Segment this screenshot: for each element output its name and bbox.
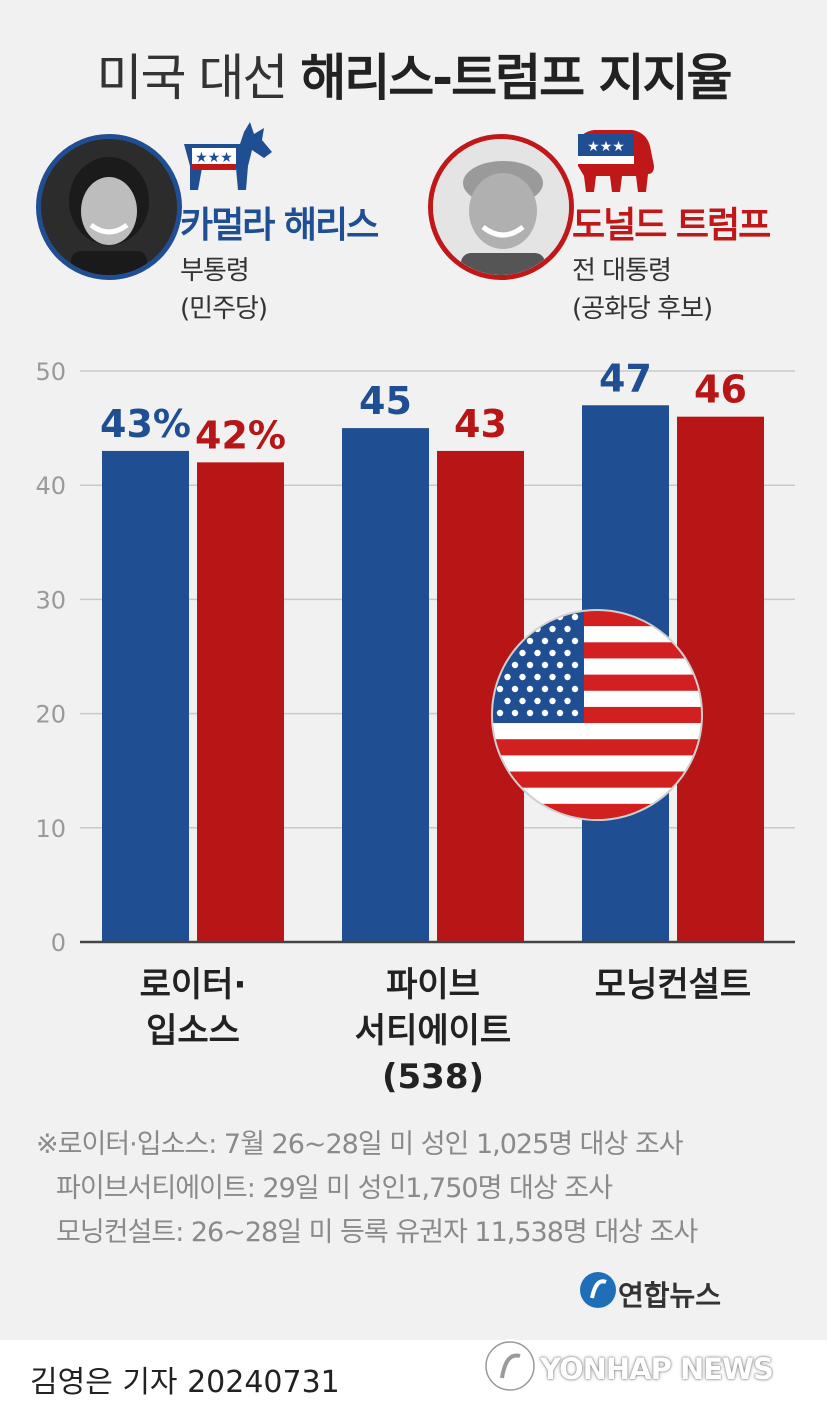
bar-value-label: 42% [195, 413, 286, 457]
flag-star [534, 649, 541, 657]
note-538: 파이브서티에이트: 29일 미 성인1,750명 대상 조사 [56, 1173, 613, 1204]
flag-star [504, 673, 511, 681]
flag-star [519, 649, 526, 657]
bar-harris [102, 450, 189, 942]
flag-star [564, 625, 571, 633]
flag-star [511, 661, 519, 669]
y-tick-label: 50 [35, 358, 66, 386]
flag-stripe [492, 739, 702, 756]
trump-role-title: 전 대통령 [572, 256, 672, 286]
flag-star [549, 673, 556, 681]
trump-party: (공화당 후보) [572, 294, 713, 324]
bar-value-label: 43% [100, 402, 191, 446]
watermark-text: YONHAP NEWS [540, 1352, 774, 1386]
flag-star [549, 649, 556, 657]
svg-text:★★★: ★★★ [195, 150, 233, 166]
flag-star [556, 685, 564, 693]
flag-star [549, 697, 556, 705]
flag-star [496, 709, 504, 717]
flag-star [571, 661, 579, 669]
watermark-icon [483, 1339, 537, 1393]
category-label: 모닝컨설트 [595, 965, 751, 1005]
flag-star [526, 637, 534, 645]
category-label: 서티에이트 [355, 1011, 511, 1051]
flag-star [541, 637, 549, 645]
flag-star [564, 649, 571, 657]
flag-star [571, 709, 579, 717]
harris-name: 카멀라 해리스 [180, 205, 379, 246]
harris-avatar [36, 134, 182, 280]
trump-role: 전 대통령 (공화당 후보) [572, 252, 713, 328]
bar-harris [342, 428, 429, 943]
y-tick-label: 0 [51, 929, 66, 957]
title-bold: 해리스-트럼프 지지율 [300, 49, 732, 107]
bar-value-label: 43 [454, 402, 507, 446]
category-label: 입소스 [146, 1011, 240, 1051]
note-morning-consult: 모닝컨설트: 26~28일 미 등록 유권자 11,538명 대상 조사 [56, 1217, 698, 1248]
flag-star [556, 709, 564, 717]
flag-star [571, 613, 579, 621]
flag-star [526, 613, 534, 621]
flag-star [526, 709, 534, 717]
trump-portrait-icon [433, 139, 569, 275]
yonhap-logo-text: 연합뉴스 [618, 1279, 722, 1312]
trump-avatar [428, 134, 574, 280]
y-tick-label: 20 [35, 701, 66, 729]
yonhap-logo-icon [580, 1272, 616, 1308]
flag-star [526, 661, 534, 669]
y-tick-label: 10 [35, 815, 66, 843]
chart-title: 미국 대선 해리스-트럼프 지지율 [0, 38, 827, 110]
democrat-donkey-icon: ★★★ [184, 122, 272, 190]
title-light: 미국 대선 [96, 49, 301, 107]
flag-star [496, 685, 504, 693]
flag-star [504, 697, 511, 705]
flag-star [564, 673, 571, 681]
us-flag-icon [491, 609, 703, 821]
flag-star [519, 673, 526, 681]
flag-star [571, 685, 579, 693]
footer-bar [0, 1340, 827, 1426]
category-label: (538) [382, 1057, 484, 1097]
y-tick-label: 40 [35, 472, 66, 500]
reporter-credit: 김영은 기자 20240731 [30, 1365, 340, 1400]
flag-star [564, 697, 571, 705]
y-tick-label: 30 [35, 586, 66, 614]
note-reuters: ※로이터·입소스: 7월 26~28일 미 성인 1,025명 대상 조사 [36, 1129, 684, 1160]
svg-text:★★★: ★★★ [587, 139, 625, 155]
flag-star [526, 685, 534, 693]
category-label: 파이브 [386, 965, 480, 1005]
flag-star [571, 637, 579, 645]
bar-trump [197, 462, 284, 942]
flag-star [511, 685, 519, 693]
trump-name: 도널드 트럼프 [572, 205, 771, 246]
harris-party: (민주당) [180, 294, 268, 324]
flag-star [534, 697, 541, 705]
flag-star [556, 661, 564, 669]
bar-value-label: 45 [359, 379, 412, 423]
flag-star [556, 637, 564, 645]
bar-value-label: 47 [599, 356, 652, 400]
republican-elephant-icon: ★★★ [578, 130, 654, 192]
flag-star [541, 661, 549, 669]
flag-star [519, 697, 526, 705]
bar-chart: 0 10 20 30 40 50 43% 42% 로이터· 입소스 45 43 파이브서티에이트 (538… [35, 356, 795, 1097]
flag-star [511, 709, 519, 717]
flag-star [541, 685, 549, 693]
bar-value-label: 46 [694, 368, 747, 412]
harris-role: 부통령 (민주당) [180, 252, 268, 328]
category-label: 로이터· [140, 965, 247, 1005]
harris-portrait-icon [41, 139, 177, 275]
flag-stripe [492, 771, 702, 788]
flag-star [534, 673, 541, 681]
flag-star [549, 625, 556, 633]
flag-star [541, 613, 549, 621]
harris-role-title: 부통령 [180, 256, 250, 286]
flag-star [541, 709, 549, 717]
